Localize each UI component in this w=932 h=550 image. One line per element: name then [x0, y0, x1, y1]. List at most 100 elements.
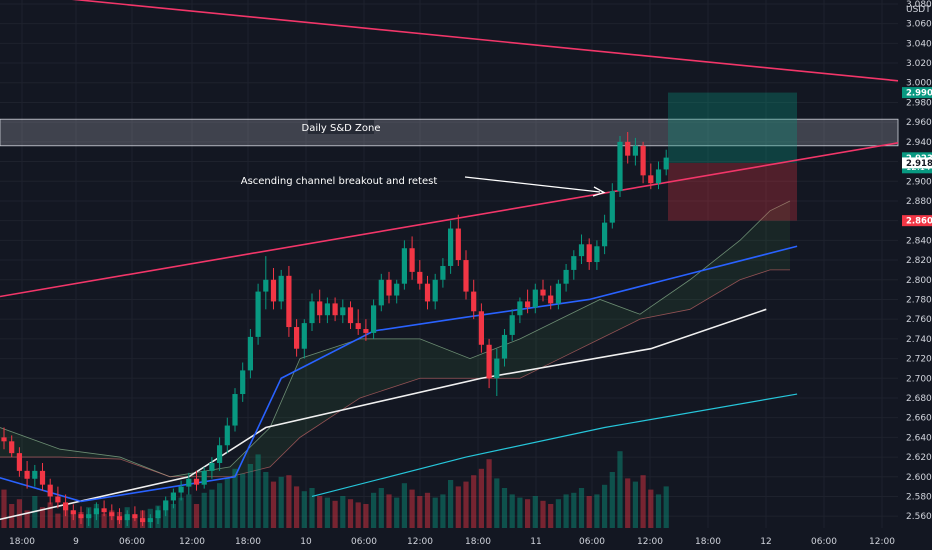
candle-body: [401, 248, 407, 284]
volume-bar: [47, 502, 53, 528]
candle-body: [247, 336, 253, 371]
volume-bar: [394, 497, 400, 528]
candle-body: [47, 484, 53, 497]
svg-text:Daily S&D Zone: Daily S&D Zone: [302, 123, 381, 134]
candle-body: [116, 516, 123, 521]
candle-body: [555, 283, 561, 304]
breakout-annotation[interactable]: Ascending channel breakout and retest: [241, 173, 438, 188]
volume-bar: [286, 475, 292, 528]
ascending-channel-line[interactable]: [0, 142, 899, 298]
candle-body: [471, 291, 477, 312]
candle-body: [24, 470, 30, 479]
time-tick-label: 10: [300, 537, 312, 547]
stop-loss-box[interactable]: [668, 162, 797, 221]
candle-body: [625, 141, 631, 156]
price-tick-label: 3.0800: [906, 0, 932, 10]
price-tick-label: 2.6000: [906, 473, 932, 483]
volume-bar: [355, 502, 361, 528]
volume-bar: [132, 515, 138, 528]
candle-body: [648, 175, 654, 184]
svg-text:2.9900: 2.9900: [906, 89, 932, 99]
price-tick-label: 2.6200: [906, 453, 932, 463]
descending-trendline[interactable]: [0, 0, 899, 82]
candle-body: [617, 141, 623, 192]
candle-body: [586, 244, 592, 263]
volume-bar: [540, 500, 546, 528]
volume-bar: [363, 504, 369, 528]
price-tick-label: 2.9800: [906, 98, 932, 108]
volume-bar: [509, 494, 515, 528]
candle-body: [309, 301, 315, 324]
candle-body: [455, 228, 461, 261]
volume-bar: [501, 488, 508, 528]
volume-bar: [178, 497, 184, 528]
candle-body: [594, 246, 600, 263]
volume-bar: [548, 504, 554, 528]
candle-body: [563, 269, 569, 284]
volume-bar: [386, 494, 392, 528]
candle-body: [417, 271, 423, 284]
currency-label: USDT: [906, 5, 931, 15]
candle-body: [16, 453, 22, 471]
price-tick-label: 3.0200: [906, 59, 932, 69]
volume-bar: [55, 513, 61, 528]
candle-body: [655, 169, 662, 184]
price-tick-label: 2.6600: [906, 414, 932, 424]
time-tick-label: 18:00: [9, 537, 35, 547]
price-tick-label: 2.5600: [906, 512, 932, 522]
candle-body: [478, 311, 484, 345]
candle-body: [209, 462, 215, 471]
price-tick-label: 2.7000: [906, 374, 932, 384]
volume-bar: [494, 478, 500, 528]
volume-bar: [563, 494, 569, 528]
candle-body: [463, 260, 469, 292]
candle-body: [132, 514, 138, 519]
supply-demand-zone[interactable]: [0, 118, 899, 147]
time-axis-panel[interactable]: [0, 530, 932, 550]
price-tick-label: 2.6400: [906, 433, 932, 443]
candle-body: [517, 301, 523, 316]
volume-bar: [632, 481, 638, 528]
candle-body: [501, 334, 508, 359]
candle-body: [55, 496, 61, 503]
volume-bar: [463, 481, 469, 528]
volume-bar: [270, 481, 277, 528]
grid: [0, 0, 898, 528]
volume-bar: [278, 476, 284, 528]
volume-bar: [255, 454, 261, 528]
price-tick-label: 3.0400: [906, 39, 932, 49]
volume-bar: [317, 496, 323, 528]
target-price-tag: 2.9900: [902, 87, 932, 99]
volume-bar: [332, 500, 338, 528]
time-tick-label: 12:00: [179, 537, 205, 547]
volume-bar: [478, 468, 484, 528]
volume-bar: [409, 489, 415, 528]
price-tick-label: 2.7200: [906, 355, 932, 365]
volume-bar: [63, 505, 69, 528]
price-tick-label: 2.8800: [906, 197, 932, 207]
volume-bar: [247, 464, 253, 528]
candle-body: [278, 275, 284, 302]
volume-bar: [301, 491, 307, 528]
price-tick-label: 2.7800: [906, 295, 932, 305]
volume-bar: [232, 468, 238, 528]
candle-body: [255, 291, 261, 337]
entry-price-tag: 2.9186: [902, 157, 932, 169]
candle-body: [486, 344, 492, 379]
volume-bar: [240, 473, 246, 528]
candle-body: [170, 492, 176, 501]
zone-label: Daily S&D Zone: [302, 120, 381, 134]
volume-bar: [486, 459, 492, 528]
price-axis-panel[interactable]: [900, 0, 932, 520]
volume-bar: [440, 494, 446, 528]
candle-body: [509, 315, 515, 335]
volume-bar: [193, 504, 200, 528]
candle-body: [602, 222, 608, 247]
volume-bar: [186, 494, 192, 528]
candle-body: [394, 283, 400, 296]
volume-bar: [648, 489, 654, 528]
price-tick-label: 2.8200: [906, 256, 932, 266]
take-profit-box[interactable]: [668, 92, 797, 163]
candle-body: [578, 244, 585, 257]
